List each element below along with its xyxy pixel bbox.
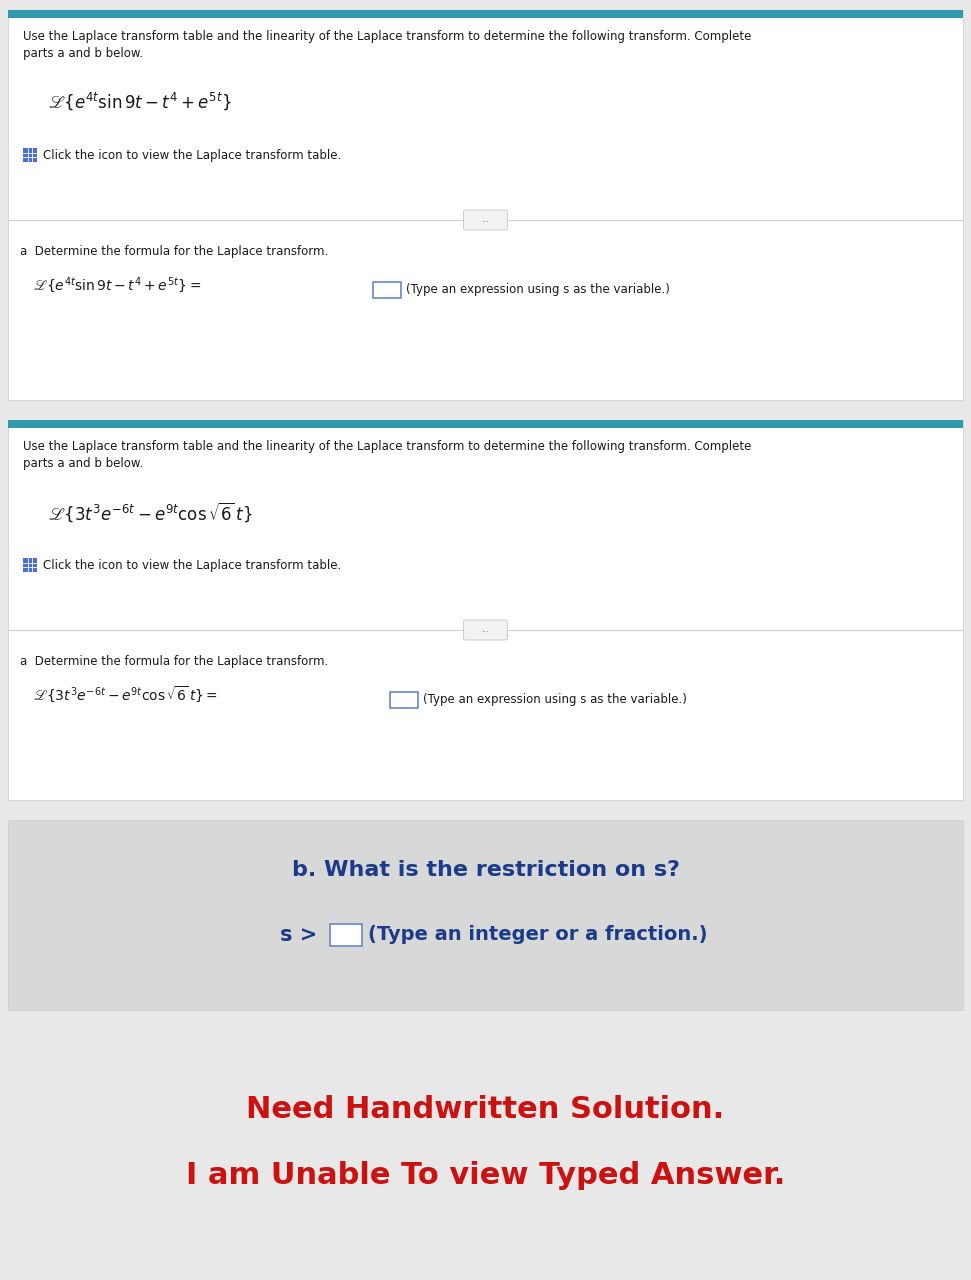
Bar bbox=[390, 692, 418, 708]
Bar bbox=[373, 282, 401, 298]
Text: (Type an integer or a fraction.): (Type an integer or a fraction.) bbox=[368, 925, 708, 945]
Text: s >: s > bbox=[280, 925, 318, 945]
Bar bbox=[8, 420, 963, 428]
Bar bbox=[23, 148, 37, 163]
FancyBboxPatch shape bbox=[463, 620, 508, 640]
Bar bbox=[8, 420, 963, 800]
Text: I am Unable To view Typed Answer.: I am Unable To view Typed Answer. bbox=[185, 1161, 786, 1189]
Text: ...: ... bbox=[482, 626, 489, 635]
Text: a  Determine the formula for the Laplace transform.: a Determine the formula for the Laplace … bbox=[20, 244, 328, 259]
Text: Need Handwritten Solution.: Need Handwritten Solution. bbox=[247, 1096, 724, 1125]
Text: (Type an expression using s as the variable.): (Type an expression using s as the varia… bbox=[406, 283, 670, 297]
Text: b. What is the restriction on s?: b. What is the restriction on s? bbox=[291, 860, 680, 881]
Text: $\mathscr{L}\{e^{4t}\sin 9t - t^4 + e^{5t}\}$: $\mathscr{L}\{e^{4t}\sin 9t - t^4 + e^{5… bbox=[48, 90, 232, 111]
Bar bbox=[8, 10, 963, 18]
Text: Click the icon to view the Laplace transform table.: Click the icon to view the Laplace trans… bbox=[43, 558, 341, 571]
Bar bbox=[23, 558, 37, 572]
Text: $\mathscr{L}\{e^{4t}\sin 9t - t^4 + e^{5t}\} = $: $\mathscr{L}\{e^{4t}\sin 9t - t^4 + e^{5… bbox=[33, 275, 201, 294]
Bar bbox=[330, 924, 362, 946]
Text: Click the icon to view the Laplace transform table.: Click the icon to view the Laplace trans… bbox=[43, 148, 341, 161]
Text: $\mathscr{L}\{3t^3 e^{-6t} - e^{9t}\cos\sqrt{6}\,t\} = $: $\mathscr{L}\{3t^3 e^{-6t} - e^{9t}\cos\… bbox=[33, 685, 218, 705]
Bar bbox=[8, 10, 963, 399]
Text: ...: ... bbox=[482, 215, 489, 224]
Text: (Type an expression using s as the variable.): (Type an expression using s as the varia… bbox=[423, 694, 686, 707]
Bar bbox=[8, 820, 963, 1010]
FancyBboxPatch shape bbox=[463, 210, 508, 230]
Text: Use the Laplace transform table and the linearity of the Laplace transform to de: Use the Laplace transform table and the … bbox=[23, 440, 752, 470]
Text: $\mathscr{L}\{3t^3 e^{-6t} - e^{9t}\cos\sqrt{6}\,t\}$: $\mathscr{L}\{3t^3 e^{-6t} - e^{9t}\cos\… bbox=[48, 500, 252, 524]
Text: a  Determine the formula for the Laplace transform.: a Determine the formula for the Laplace … bbox=[20, 655, 328, 668]
Text: Use the Laplace transform table and the linearity of the Laplace transform to de: Use the Laplace transform table and the … bbox=[23, 29, 752, 60]
